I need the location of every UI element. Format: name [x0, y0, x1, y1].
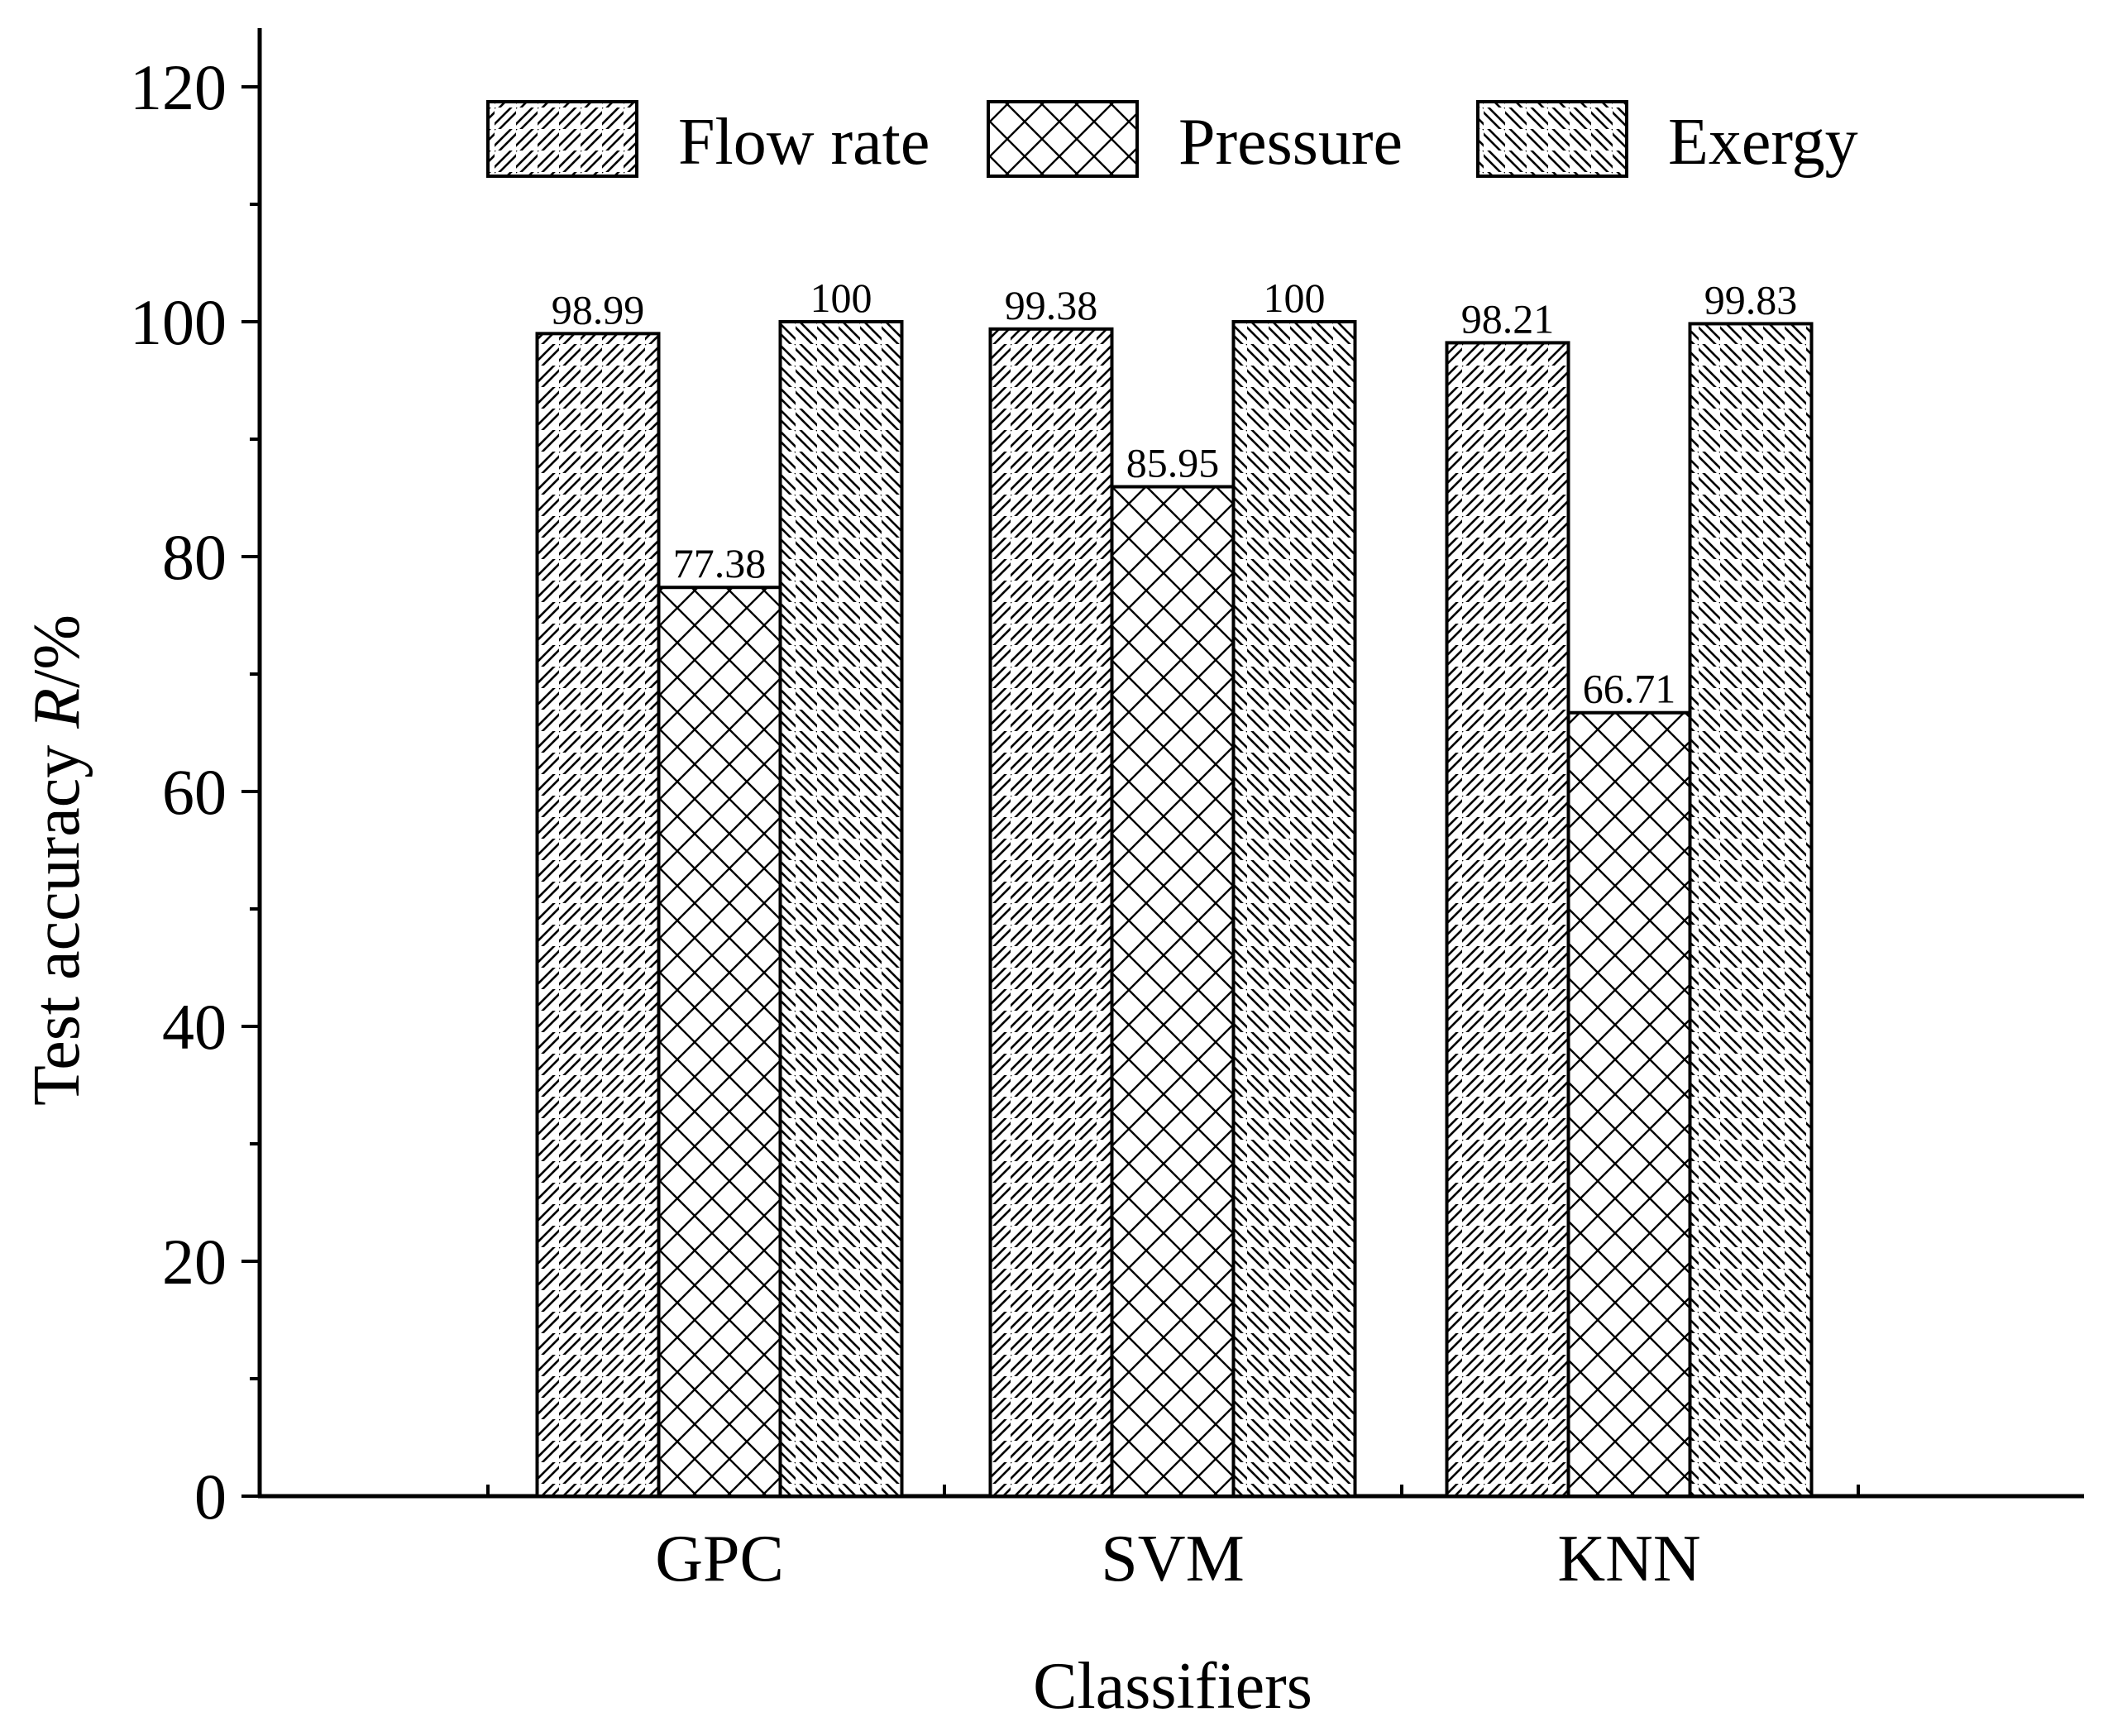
data-labels: 98.99 99.38 98.21 77.38 85.95 66.71 100 100 99.8…	[552, 275, 1798, 712]
data-label: 100	[1264, 275, 1326, 321]
bar-exergy-knn	[1688, 322, 1814, 1499]
x-category-label: SVM	[1101, 1523, 1244, 1595]
legend-label: Flow rate	[678, 106, 930, 179]
legend-swatch-flow-rate	[486, 100, 638, 178]
y-axis-title: Test accuracy R/%	[21, 615, 93, 1106]
y-tick-label: 100	[130, 286, 227, 358]
bar-flow-rate-gpc	[535, 332, 661, 1498]
data-label: 98.21	[1461, 295, 1555, 342]
y-tick-label: 120	[130, 51, 227, 123]
x-category-label: KNN	[1557, 1523, 1700, 1595]
bar-pressure-knn	[1566, 710, 1692, 1498]
data-label: 100	[810, 275, 872, 321]
bar-pressure-gpc	[657, 586, 782, 1498]
data-label: 66.71	[1583, 666, 1676, 712]
legend-label: Exergy	[1668, 106, 1858, 179]
data-label: 98.99	[552, 286, 645, 332]
data-label: 85.95	[1126, 440, 1220, 486]
axes: 0 20 40 60 80 100 120 GPC SVM KNN	[130, 28, 2084, 1595]
data-label: 77.38	[673, 540, 767, 586]
y-tick-label: 60	[162, 756, 227, 828]
y-axis-title-symbol: R	[21, 688, 93, 729]
y-tick-label: 80	[162, 521, 227, 593]
legend-label: Pressure	[1178, 106, 1403, 179]
legend-swatch-exergy	[1476, 100, 1628, 178]
legend: Flow rate Pressure Exergy	[486, 100, 1858, 179]
y-tick-label: 20	[162, 1226, 227, 1298]
bars	[535, 320, 1814, 1499]
data-label: 99.83	[1704, 276, 1798, 323]
x-category-label: GPC	[655, 1523, 784, 1595]
y-axis-title-prefix: Test accuracy	[21, 729, 93, 1106]
x-axis-title: Classifiers	[1033, 1650, 1312, 1723]
y-tick-label: 0	[194, 1461, 227, 1533]
legend-swatch-pressure	[987, 100, 1139, 178]
y-axis-title-suffix: /%	[21, 615, 93, 688]
data-label: 99.38	[1005, 282, 1098, 328]
y-tick-label: 40	[162, 991, 227, 1063]
bar-flow-rate-knn	[1445, 341, 1570, 1499]
bar-pressure-svm	[1110, 485, 1236, 1498]
bar-exergy-svm	[1231, 320, 1357, 1498]
bar-flow-rate-svm	[988, 327, 1114, 1499]
bar-exergy-gpc	[778, 320, 904, 1498]
